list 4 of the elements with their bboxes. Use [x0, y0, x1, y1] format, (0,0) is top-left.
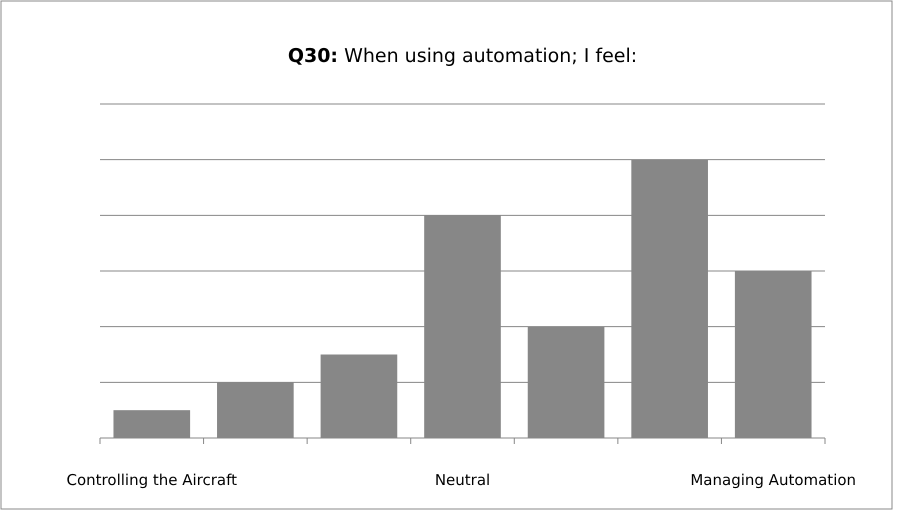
x-tick-label: Neutral [434, 471, 490, 489]
chart-title: Q30: When using automation; I feel: [288, 45, 638, 67]
x-tick-label: Managing Automation [690, 471, 856, 489]
x-tick-label: Controlling the Aircraft [66, 471, 238, 489]
